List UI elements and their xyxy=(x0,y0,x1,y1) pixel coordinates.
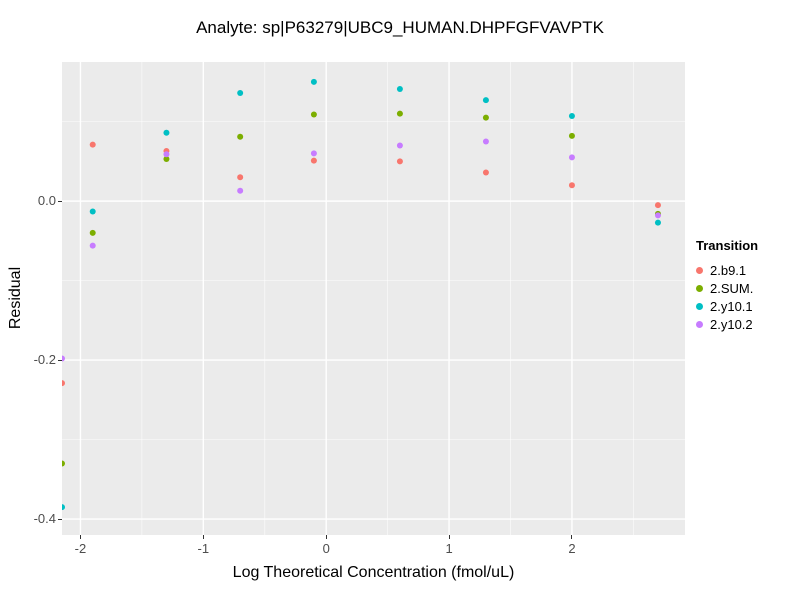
legend-key-dot xyxy=(696,320,703,328)
data-point-2.b9.1 xyxy=(654,202,661,209)
data-point-2.SUM. xyxy=(310,111,317,118)
y-tick-label: -0.2 xyxy=(33,352,56,368)
data-point-2.b9.1 xyxy=(396,158,403,165)
legend-label: 2.SUM. xyxy=(710,280,754,296)
legend-item-2.b9.1: 2.b9.1 xyxy=(696,261,796,279)
legend-item-2.y10.2: 2.y10.2 xyxy=(696,315,796,333)
x-tick-label: 0 xyxy=(322,541,330,556)
data-point-2.SUM. xyxy=(163,155,170,162)
legend-key-dot xyxy=(696,302,703,310)
data-point-2.SUM. xyxy=(62,460,65,467)
plot-canvas xyxy=(62,62,685,535)
chart-title: Analyte: sp|P63279|UBC9_HUMAN.DHPFGFVAVP… xyxy=(196,18,604,37)
plot-panel xyxy=(62,62,685,535)
y-tick-mark xyxy=(58,359,62,361)
data-point-2.y10.2 xyxy=(396,142,403,149)
data-point-2.SUM. xyxy=(237,133,244,140)
legend-title: Transition xyxy=(696,238,759,253)
data-point-2.y10.1 xyxy=(163,129,170,136)
legend-label: 2.b9.1 xyxy=(710,262,747,278)
data-point-2.y10.1 xyxy=(310,78,317,85)
data-point-2.y10.2 xyxy=(568,154,575,161)
data-point-2.y10.2 xyxy=(62,355,65,362)
legend-label: 2.y10.2 xyxy=(710,316,753,332)
data-point-2.y10.1 xyxy=(62,504,65,511)
x-tick-label: -2 xyxy=(74,541,87,556)
legend-items: 2.b9.1 2.SUM. 2.y10.1 2.y10.2 xyxy=(696,261,796,333)
data-point-2.y10.2 xyxy=(654,212,661,219)
x-tick-mark xyxy=(202,535,204,539)
data-point-2.y10.2 xyxy=(482,138,489,145)
y-tick-mark xyxy=(58,518,62,520)
x-tick-label: 1 xyxy=(445,541,453,556)
x-tick-label: -1 xyxy=(197,541,210,556)
data-point-2.y10.2 xyxy=(237,187,244,194)
data-point-2.b9.1 xyxy=(310,157,317,164)
x-tick-mark xyxy=(79,535,81,539)
y-tick-label: -0.4 xyxy=(33,511,56,527)
data-point-2.y10.2 xyxy=(163,151,170,158)
data-point-2.b9.1 xyxy=(482,169,489,176)
legend-key-dot xyxy=(696,266,703,274)
data-point-2.b9.1 xyxy=(89,141,96,148)
data-point-2.b9.1 xyxy=(568,182,575,189)
data-point-2.b9.1 xyxy=(62,380,65,387)
data-point-2.y10.1 xyxy=(396,86,403,93)
x-axis-title: Log Theoretical Concentration (fmol/uL) xyxy=(232,564,515,581)
data-point-2.SUM. xyxy=(89,229,96,236)
legend-item-2.y10.1: 2.y10.1 xyxy=(696,297,796,315)
legend: Transition 2.b9.1 2.SUM. 2.y10.1 2.y10.2 xyxy=(696,238,796,333)
y-tick-label: 0.0 xyxy=(37,193,56,209)
data-point-2.SUM. xyxy=(482,114,489,121)
data-point-2.y10.1 xyxy=(237,90,244,97)
x-tick-mark xyxy=(571,535,573,539)
x-tick-mark xyxy=(448,535,450,539)
x-tick-label: 2 xyxy=(568,541,576,556)
data-point-2.b9.1 xyxy=(237,174,244,181)
y-axis-title: Residual xyxy=(7,266,24,330)
legend-key-dot xyxy=(696,284,703,292)
data-point-2.y10.1 xyxy=(568,113,575,120)
legend-item-2.SUM.: 2.SUM. xyxy=(696,279,796,297)
data-point-2.y10.1 xyxy=(482,97,489,104)
data-point-2.y10.2 xyxy=(89,242,96,249)
data-point-2.SUM. xyxy=(568,132,575,139)
legend-label: 2.y10.1 xyxy=(710,298,753,314)
data-point-2.y10.1 xyxy=(654,219,661,226)
y-tick-mark xyxy=(58,200,62,202)
data-point-2.y10.2 xyxy=(310,150,317,157)
data-point-2.y10.1 xyxy=(89,208,96,215)
data-point-2.SUM. xyxy=(396,110,403,117)
x-tick-mark xyxy=(325,535,327,539)
